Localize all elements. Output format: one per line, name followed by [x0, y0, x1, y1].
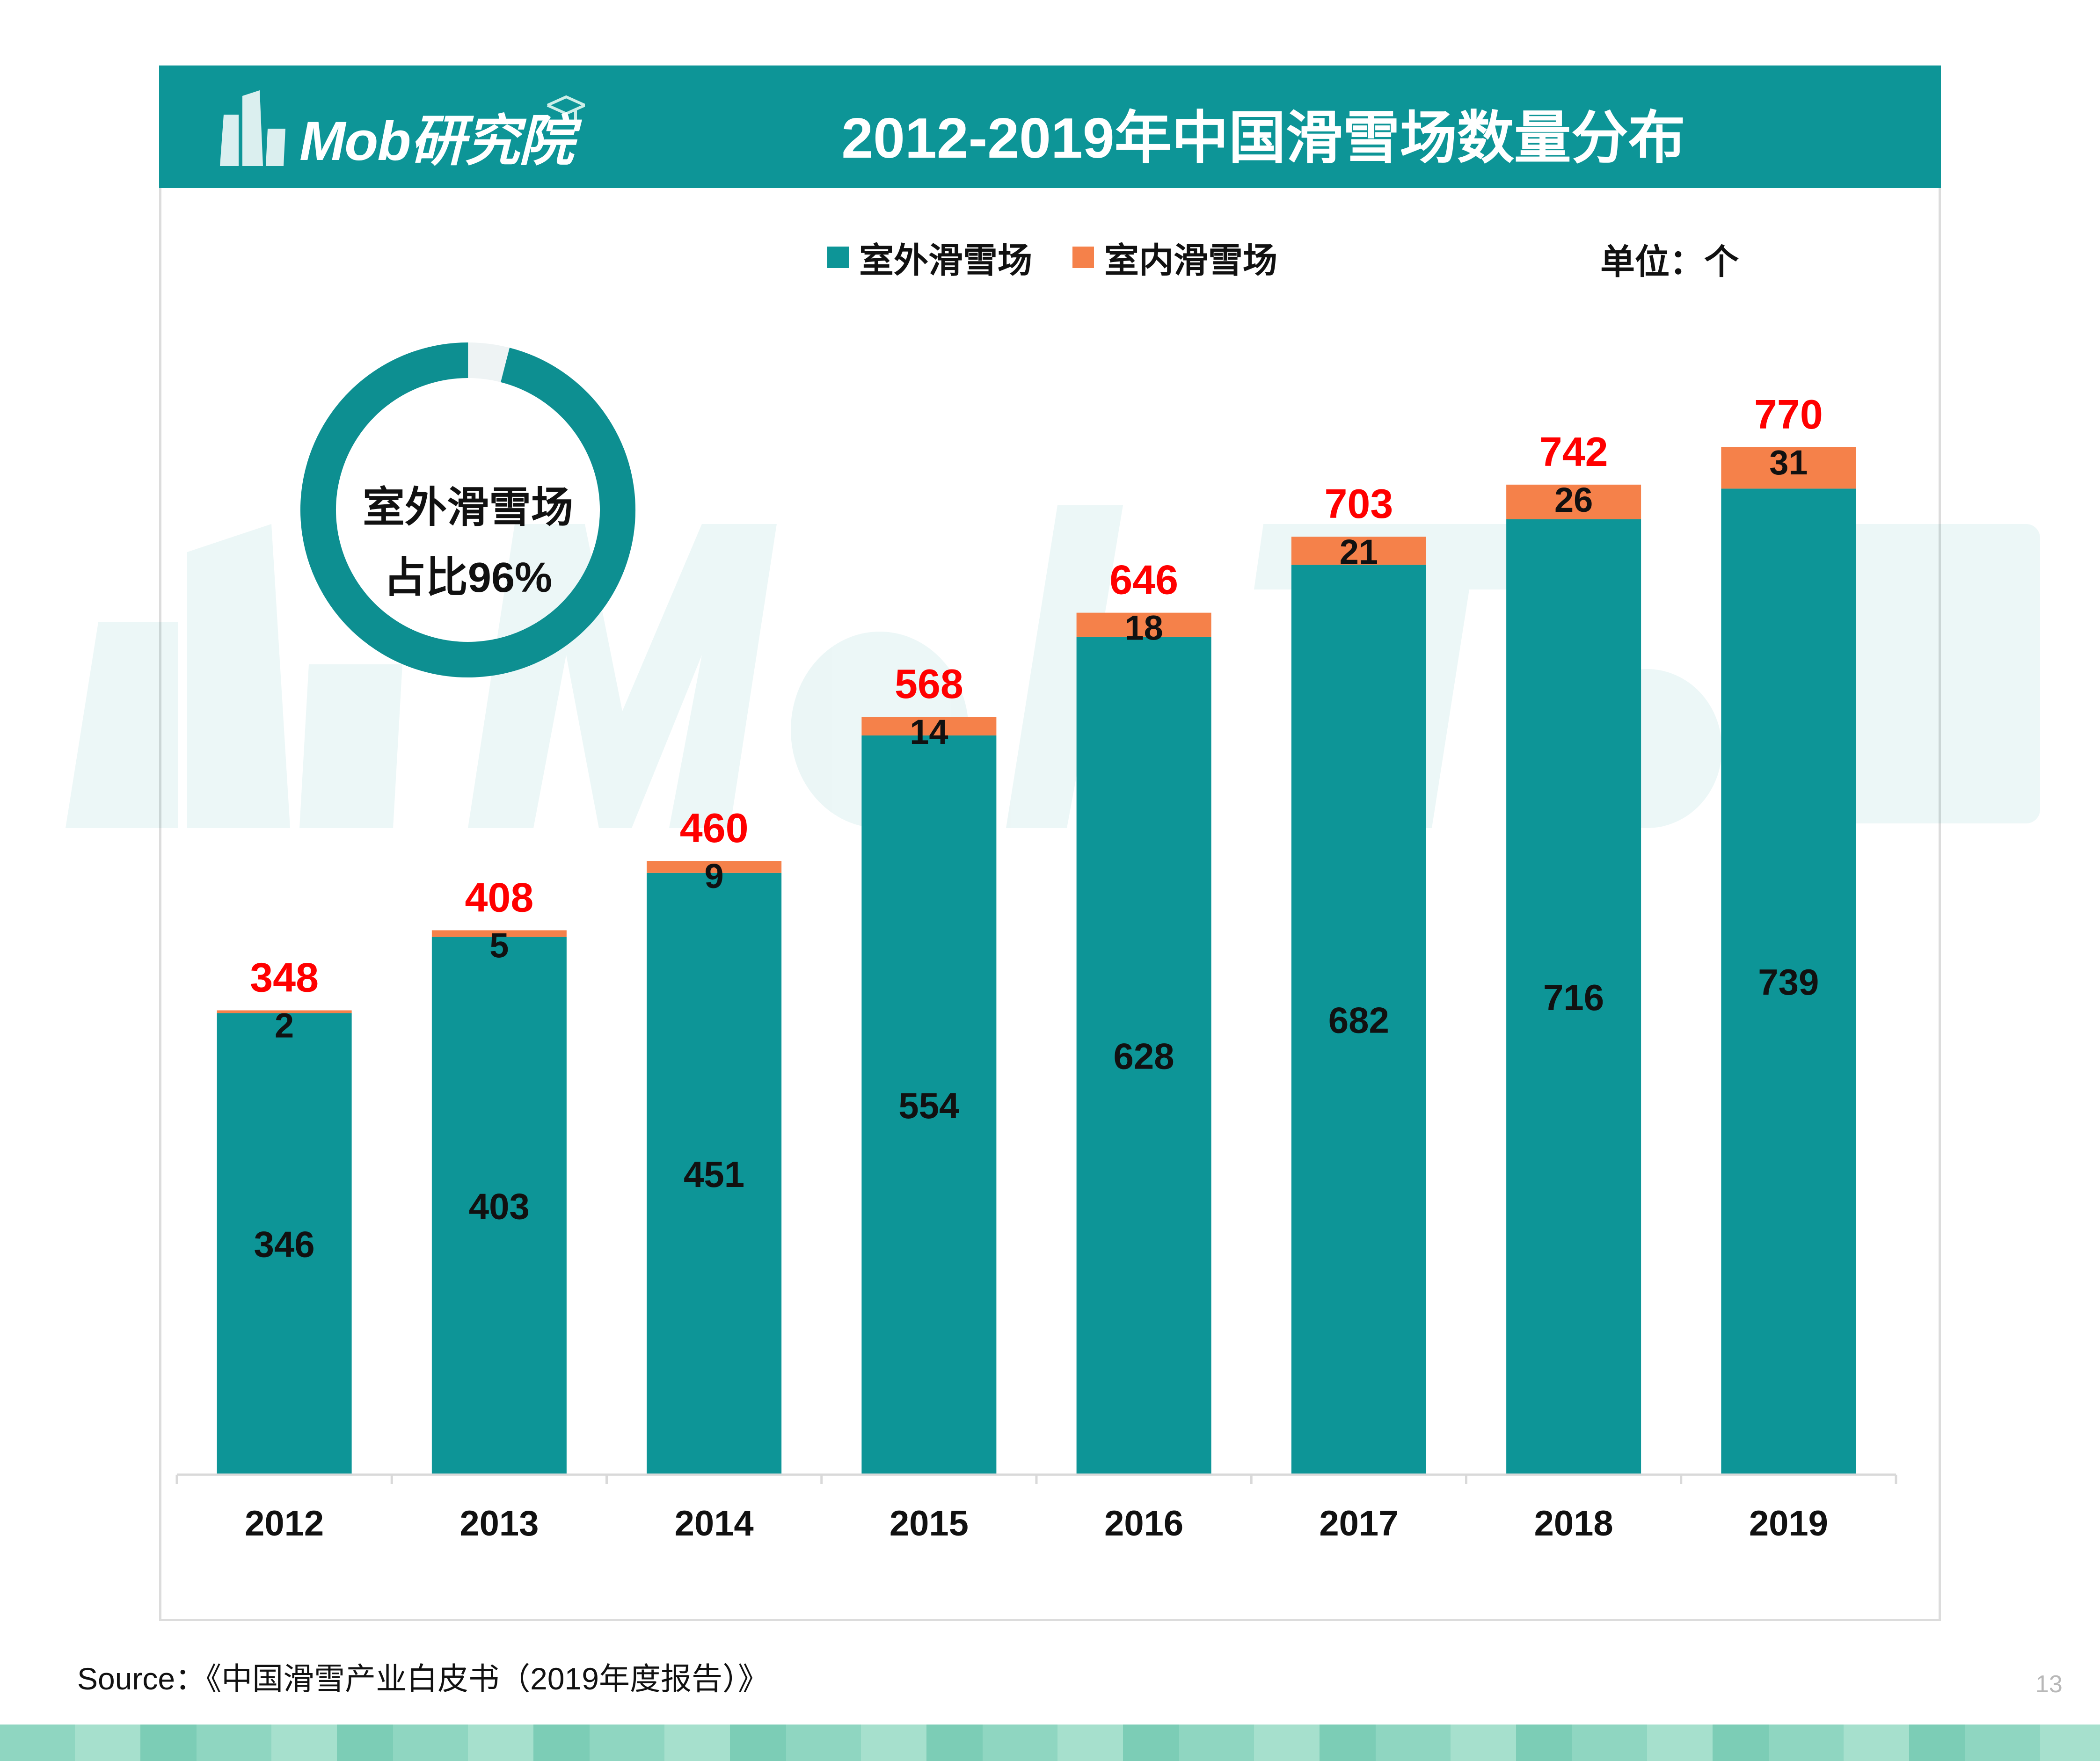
label-indoor-2016: 18 [1124, 609, 1163, 648]
bar-indoor-2012 [217, 1010, 352, 1013]
legend-swatch-outdoor [827, 247, 849, 268]
legend-label-outdoor: 室外滑雪场 [859, 240, 1032, 280]
label-indoor-2014: 9 [705, 857, 724, 895]
label-indoor-2015: 14 [910, 713, 948, 751]
x-tick-label-2017: 2017 [1319, 1504, 1398, 1543]
x-tick-label-2013: 2013 [459, 1504, 539, 1543]
label-indoor-2019: 31 [1769, 443, 1808, 482]
donut-outdoor-arc [300, 342, 635, 677]
label-total-2012: 348 [250, 954, 319, 1001]
x-tick-label-2014: 2014 [675, 1504, 754, 1543]
bar-indoor-2013 [431, 930, 567, 937]
x-tick-label-2018: 2018 [1534, 1504, 1613, 1543]
bar-indoor-2014 [647, 861, 782, 873]
legend-label-indoor: 室内滑雪场 [1104, 240, 1277, 280]
bar-indoor-2019 [1721, 447, 1856, 489]
label-total-2017: 703 [1324, 480, 1393, 527]
label-outdoor-2015: 554 [898, 1085, 959, 1126]
label-total-2013: 408 [465, 874, 533, 920]
bar-outdoor-2017 [1291, 564, 1426, 1475]
donut-label: 室外滑雪场 占比96% [323, 473, 613, 613]
share-donut [300, 342, 635, 677]
label-outdoor-2017: 682 [1328, 999, 1389, 1041]
x-tick-label-2012: 2012 [245, 1504, 324, 1543]
label-indoor-2013: 5 [489, 926, 509, 965]
x-tick-label-2015: 2015 [890, 1504, 969, 1543]
donut-label-line1: 室外滑雪场 [363, 484, 573, 531]
page-number: 13 [2035, 1671, 2063, 1698]
x-tick-label-2016: 2016 [1104, 1504, 1183, 1543]
label-outdoor-2012: 346 [254, 1224, 315, 1265]
legend-swatch-indoor [1072, 247, 1094, 268]
bar-outdoor-2012 [217, 1013, 352, 1475]
bar-outdoor-2015 [861, 735, 997, 1475]
source-note: Source：《中国滑雪产业白皮书（2019年度报告）》 [77, 1661, 769, 1696]
label-total-2019: 770 [1754, 391, 1823, 437]
label-indoor-2012: 2 [275, 1006, 294, 1045]
bar-outdoor-2016 [1076, 636, 1211, 1475]
label-total-2015: 568 [895, 661, 963, 707]
x-tick-label-2019: 2019 [1749, 1504, 1828, 1543]
bar-outdoor-2018 [1506, 519, 1641, 1475]
mob-logo-icon [220, 90, 585, 166]
label-outdoor-2014: 451 [684, 1154, 744, 1195]
label-outdoor-2013: 403 [469, 1186, 530, 1227]
label-outdoor-2018: 716 [1543, 977, 1604, 1018]
chart-title: 2012-2019年中国滑雪场数量分布 [841, 106, 1685, 170]
label-indoor-2018: 26 [1554, 480, 1593, 519]
legend-item-outdoor: 室外滑雪场 [827, 236, 1032, 280]
bar-outdoor-2014 [647, 873, 782, 1475]
donut-label-line2: 占比96% [383, 554, 553, 601]
label-total-2014: 460 [680, 805, 749, 851]
bar-indoor-2018 [1506, 484, 1641, 520]
bar-outdoor-2013 [431, 937, 567, 1475]
label-total-2016: 646 [1109, 557, 1178, 603]
bar-indoor-2015 [861, 717, 997, 736]
label-total-2018: 742 [1539, 429, 1608, 475]
label-indoor-2017: 21 [1340, 532, 1378, 571]
bar-indoor-2016 [1076, 612, 1211, 637]
unit-label: 单位：个 [1600, 242, 1739, 281]
bar-indoor-2017 [1291, 537, 1426, 565]
label-outdoor-2016: 628 [1114, 1035, 1174, 1077]
bar-outdoor-2019 [1721, 488, 1856, 1475]
bottom-decoration-strip [0, 1725, 2100, 1761]
header-bar [159, 65, 1941, 188]
legend-item-indoor: 室内滑雪场 [1072, 236, 1277, 280]
logo-text: Mob研究院 [299, 110, 574, 172]
label-outdoor-2019: 739 [1758, 961, 1819, 1003]
